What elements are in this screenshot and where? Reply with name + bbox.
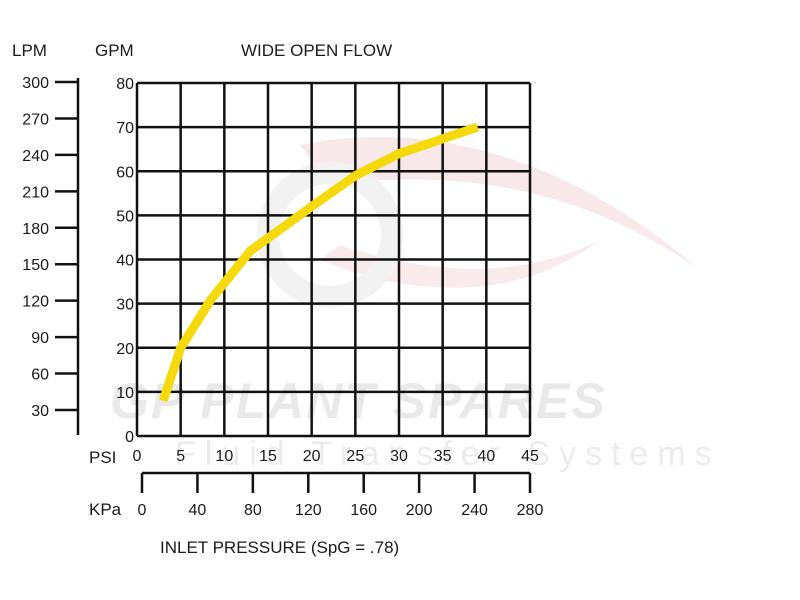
watermark-text: GP PLANT SPARES: [110, 373, 607, 429]
gpm-tick-label: 30: [116, 297, 134, 314]
psi-tick-label: 10: [215, 448, 233, 465]
psi-tick-label: 30: [390, 448, 408, 465]
psi-tick-label: 40: [477, 448, 495, 465]
series-layer: [158, 122, 480, 403]
gpm-tick-label: 50: [116, 208, 134, 225]
psi-tick-labels: 0 5 10 15 20 25 30 35 40 45: [133, 448, 539, 465]
lpm-tick-label: 300: [22, 75, 49, 92]
gpm-tick-label: 60: [116, 164, 134, 181]
watermark-logo: [257, 136, 700, 308]
psi-tick-label: 45: [521, 448, 539, 465]
lpm-scale: 30 60 90 120 150 180 210 240 270 300: [22, 75, 80, 435]
gpm-tick-label: 80: [116, 76, 134, 93]
psi-axis-label: PSI: [89, 448, 116, 467]
gpm-tick-label: 70: [116, 120, 134, 137]
psi-tick-label: 35: [434, 448, 452, 465]
lpm-tick-label: 60: [31, 367, 49, 384]
kpa-tick-label: 200: [406, 502, 433, 519]
gpm-tick-label: 40: [116, 253, 134, 270]
kpa-tick-label: 0: [138, 502, 147, 519]
x-axis-title: INLET PRESSURE (SpG = .78): [160, 538, 399, 557]
kpa-scale: 0 40 80 120 160 200 240 280: [138, 471, 544, 519]
plot-grid: [135, 81, 532, 438]
lpm-tick-label: 90: [31, 330, 49, 347]
psi-tick-label: 20: [303, 448, 321, 465]
lpm-tick-label: 180: [22, 221, 49, 238]
psi-tick-label: 15: [259, 448, 277, 465]
kpa-tick-label: 280: [517, 502, 544, 519]
lpm-tick-label: 210: [22, 184, 49, 201]
lpm-tick-label: 30: [31, 403, 49, 420]
kpa-tick-label: 160: [350, 502, 377, 519]
lpm-tick-label: 240: [22, 148, 49, 165]
kpa-tick-label: 40: [189, 502, 207, 519]
gpm-tick-label: 20: [116, 341, 134, 358]
kpa-tick-label: 120: [295, 502, 322, 519]
lpm-tick-label: 270: [22, 111, 49, 128]
gpm-tick-label: 10: [116, 385, 134, 402]
gpm-axis-title: GPM: [95, 41, 134, 60]
gpm-tick-label: 0: [125, 429, 134, 446]
lpm-axis-title: LPM: [12, 41, 47, 60]
psi-tick-label: 25: [346, 448, 364, 465]
kpa-axis-label: KPa: [89, 500, 122, 519]
psi-tick-label: 0: [133, 448, 142, 465]
lpm-tick-label: 150: [22, 257, 49, 274]
gpm-tick-labels: 0 10 20 30 40 50 60 70 80: [116, 76, 134, 446]
lpm-tick-label: 120: [22, 294, 49, 311]
psi-tick-label: 5: [176, 448, 185, 465]
chart-title: WIDE OPEN FLOW: [241, 41, 392, 60]
kpa-tick-label: 80: [244, 502, 262, 519]
watermark-subtext: Fluid Transfer Systems: [175, 435, 721, 473]
kpa-tick-label: 240: [461, 502, 488, 519]
